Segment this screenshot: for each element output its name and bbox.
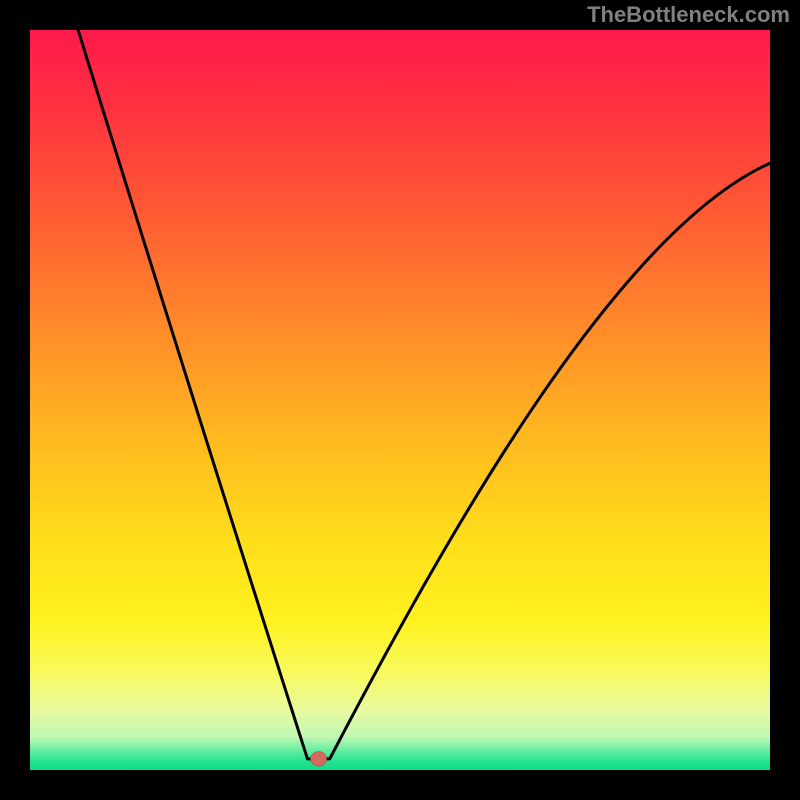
optimal-point-marker [310, 752, 326, 767]
bottleneck-chart [30, 30, 770, 770]
chart-container: TheBottleneck.com [0, 0, 800, 800]
gradient-background [30, 30, 770, 770]
watermark-text: TheBottleneck.com [587, 2, 790, 28]
